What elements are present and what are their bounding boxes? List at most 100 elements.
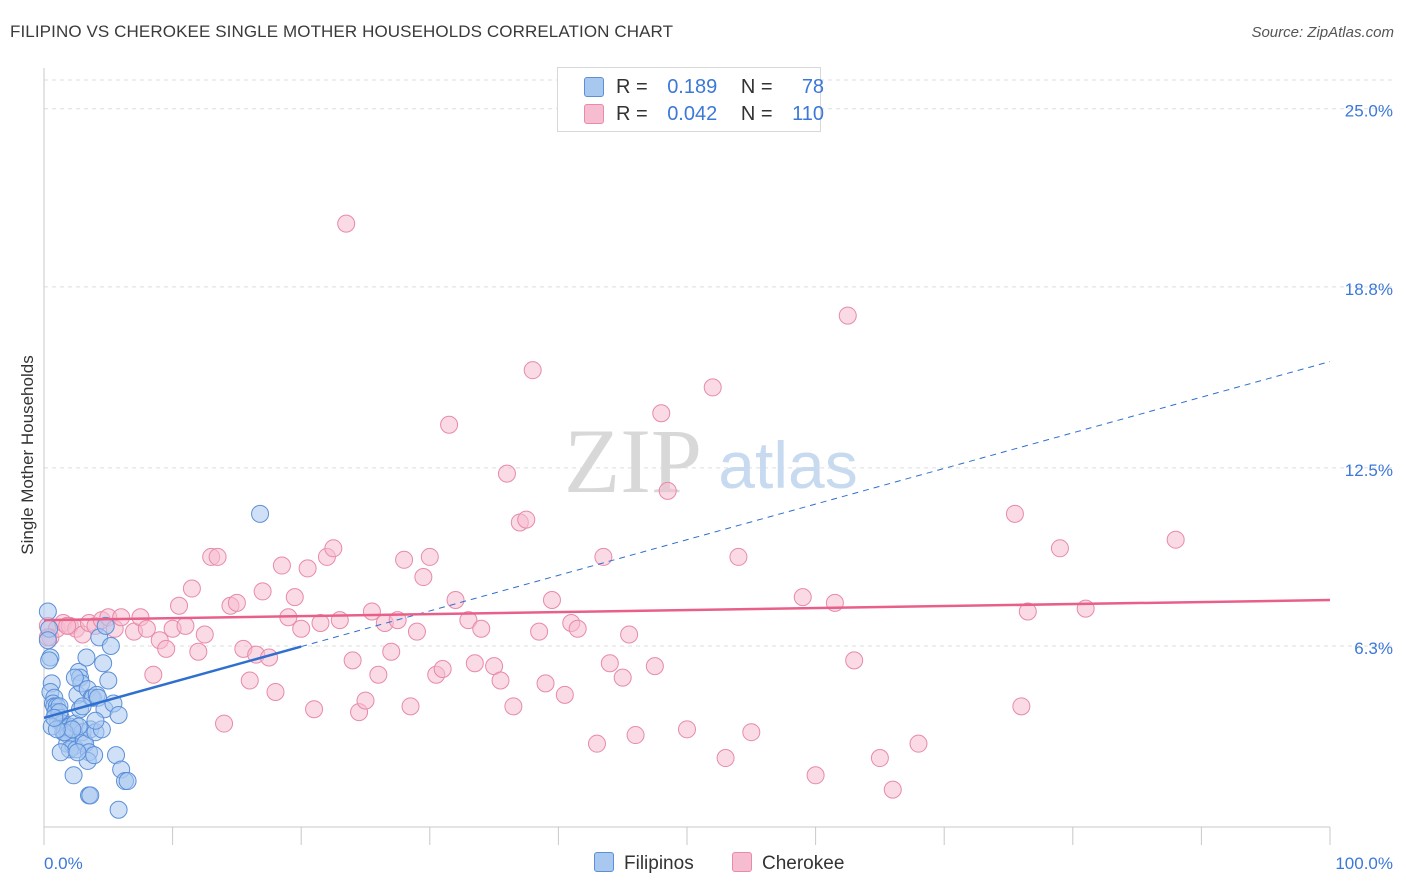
y-tick-label: 18.8%	[1345, 280, 1393, 299]
cherokee-point	[594, 547, 613, 566]
cherokee-point	[838, 306, 857, 325]
cherokee-point	[530, 622, 549, 641]
cherokee-point	[600, 654, 619, 673]
cherokee-n-label: N =	[740, 103, 773, 125]
cherokee-point	[382, 642, 401, 661]
filipino-n-label: N =	[740, 76, 773, 98]
watermark: ZIP atlas	[564, 410, 858, 512]
filipino-point	[77, 648, 96, 667]
filipino-point	[109, 705, 128, 724]
cherokee-point	[1018, 602, 1037, 621]
cherokee-point	[170, 596, 189, 615]
cherokee-point	[414, 568, 433, 587]
filipino-point	[251, 504, 270, 523]
cherokee-point	[620, 625, 639, 644]
filipino-n-value: 78	[801, 76, 825, 98]
cherokee-point	[176, 616, 195, 635]
cherokee-legend-label: Cherokee	[762, 853, 845, 874]
bottom-legend-filipino[interactable]: Filipinos	[594, 852, 694, 875]
cherokee-point	[555, 685, 574, 704]
filipino-r-label: R =	[616, 76, 648, 98]
cherokee-point	[587, 734, 606, 753]
cherokee-point	[517, 510, 536, 529]
cherokee-point	[356, 691, 375, 710]
source-label: Source: ZipAtlas.com	[1251, 24, 1394, 41]
cherokee-point	[227, 593, 246, 612]
cherokee-point	[645, 657, 664, 676]
cherokee-point	[285, 588, 304, 607]
cherokee-point	[542, 591, 561, 610]
filipino-point	[85, 746, 104, 765]
cherokee-point	[806, 766, 825, 785]
filipino-legend-label: Filipinos	[624, 853, 694, 874]
filipino-point	[38, 631, 57, 650]
axes	[43, 68, 1331, 845]
cherokee-point	[324, 539, 343, 558]
cherokee-point	[137, 619, 156, 638]
cherokee-point	[298, 559, 317, 578]
cherokee-point	[440, 415, 459, 434]
cherokee-point	[58, 616, 77, 635]
cherokee-n-value: 110	[792, 103, 825, 125]
filipino-point	[51, 743, 70, 762]
cherokee-point	[658, 481, 677, 500]
filipino-r-value: 0.189	[667, 76, 718, 98]
cherokee-point	[311, 614, 330, 633]
cherokee-point	[870, 749, 889, 768]
filipino-point	[65, 668, 84, 687]
cherokee-point	[305, 700, 324, 719]
cherokee-point	[343, 651, 362, 670]
cherokee-point	[337, 214, 356, 233]
cherokee-point	[1166, 530, 1185, 549]
filipino-point	[94, 654, 113, 673]
bottom-legend-cherokee[interactable]: Cherokee	[732, 852, 844, 875]
x-tick-label-max: 100.0%	[1335, 854, 1393, 873]
cherokee-point	[613, 668, 632, 687]
filipino-point	[99, 671, 118, 690]
cherokee-point	[112, 608, 131, 627]
filipino-trend-line	[43, 645, 302, 720]
cherokee-point	[909, 734, 928, 753]
watermark-atlas: atlas	[718, 428, 857, 502]
cherokee-point	[472, 619, 491, 638]
filipino-swatch	[584, 77, 604, 97]
cherokee-point	[1050, 539, 1069, 558]
filipino-point	[64, 766, 83, 785]
cherokee-point	[1012, 697, 1031, 716]
cherokee-point	[189, 642, 208, 661]
watermark-zip: ZIP	[564, 410, 702, 512]
filipino-point	[109, 800, 128, 819]
cherokee-point	[195, 625, 214, 644]
filipino-point	[118, 772, 137, 791]
filipino-legend-swatch	[594, 852, 614, 872]
correlation-legend: R = 0.189 N = 78 R = 0.042 N = 110	[557, 67, 825, 132]
cherokee-point	[491, 671, 510, 690]
cherokee-point	[742, 723, 761, 742]
filipino-point	[101, 636, 120, 655]
cherokee-point	[883, 780, 902, 799]
chart-title: FILIPINO VS CHEROKEE SINGLE MOTHER HOUSE…	[10, 22, 674, 41]
filipino-trend-extension	[301, 361, 1331, 648]
filipino-point	[86, 711, 105, 730]
cherokee-point	[401, 697, 420, 716]
cherokee-point	[240, 671, 259, 690]
filipino-point	[96, 616, 115, 635]
cherokee-point	[395, 550, 414, 569]
cherokee-point	[716, 749, 735, 768]
cherokee-point	[793, 588, 812, 607]
cherokee-point	[253, 582, 272, 601]
cherokee-point	[420, 547, 439, 566]
cherokee-point	[465, 654, 484, 673]
filipino-point	[38, 602, 57, 621]
y-tick-label: 6.3%	[1354, 639, 1393, 658]
gridlines	[44, 79, 1396, 647]
cherokee-point	[266, 682, 285, 701]
cherokee-point	[157, 639, 176, 658]
cherokee-point	[208, 547, 227, 566]
cherokee-point	[369, 665, 388, 684]
cherokee-point	[272, 556, 291, 575]
filipino-point	[40, 651, 59, 670]
cherokee-point	[504, 697, 523, 716]
y-tick-label: 12.5%	[1345, 461, 1393, 480]
cherokee-trend-line	[43, 598, 1331, 622]
